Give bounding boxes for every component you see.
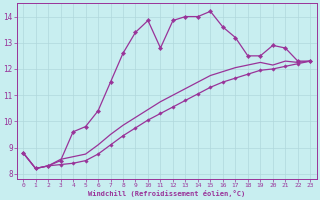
X-axis label: Windchill (Refroidissement éolien,°C): Windchill (Refroidissement éolien,°C) [88,190,245,197]
